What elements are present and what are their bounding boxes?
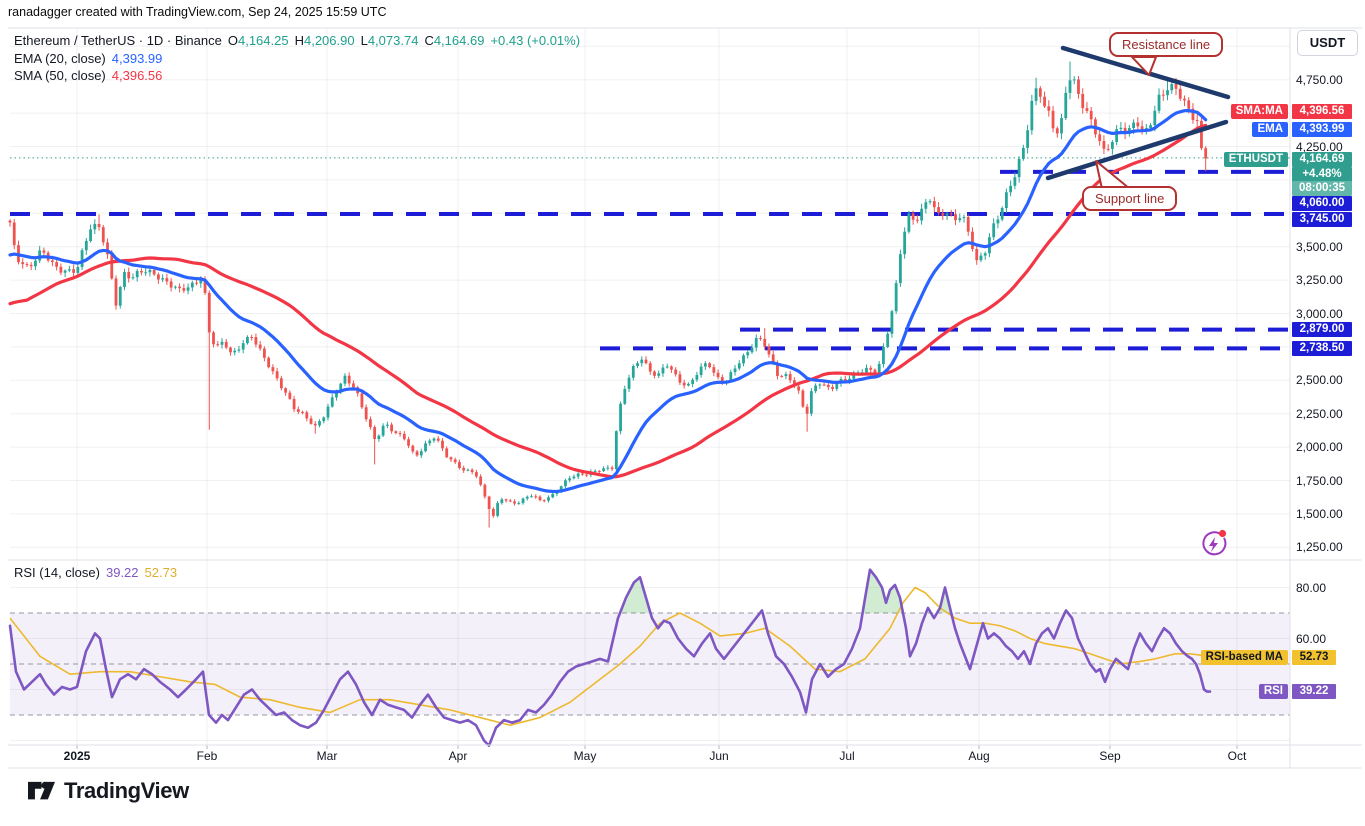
price-tick: 2,000.00	[1296, 440, 1343, 455]
ema-value: 4,393.99	[111, 51, 163, 66]
time-label: Aug	[968, 749, 990, 763]
price-tick: 1,250.00	[1296, 540, 1343, 555]
currency-toggle-button[interactable]: USDT	[1297, 30, 1358, 56]
price-change-pct: +4.48%	[1292, 167, 1352, 182]
ema-legend[interactable]: EMA (20, close) 4,393.99	[14, 51, 162, 66]
ema-axis-value: 4,393.99	[1292, 122, 1352, 137]
sma-axis-tag: SMA:MA	[1230, 104, 1288, 119]
level-badge-2879: 2,879.00	[1292, 322, 1352, 337]
time-label: Feb	[196, 749, 218, 763]
symbol-title[interactable]: Ethereum / TetherUS · 1D · Binance	[14, 33, 222, 48]
price-tick: 1,750.00	[1296, 473, 1343, 488]
price-tick: 3,000.00	[1296, 306, 1343, 321]
level-badge-3745: 3,745.00	[1292, 212, 1352, 227]
last-price-value: 4,164.69	[1292, 152, 1352, 167]
time-label: Sep	[1099, 749, 1121, 763]
change-text: +0.43 (+0.01%)	[490, 33, 581, 48]
rsi-tick: 80.00	[1296, 580, 1327, 595]
tradingview-logo-text: TradingView	[64, 777, 189, 803]
rsi-label: RSI (14, close)	[14, 565, 100, 580]
rsi-axis-tag: RSI	[1258, 684, 1288, 699]
time-label: 2025	[63, 749, 91, 763]
attribution-text: ranadagger created with TradingView.com,…	[8, 5, 387, 19]
rsi-axis-value: 39.22	[1292, 684, 1336, 699]
time-label: Jun	[709, 749, 729, 763]
resistance-annotation[interactable]: Resistance line	[1109, 32, 1224, 57]
ema-axis-tag: EMA	[1252, 122, 1288, 137]
price-tick: 1,500.00	[1296, 506, 1343, 521]
ema-label: EMA (20, close)	[14, 51, 106, 66]
price-tick: 3,250.00	[1296, 273, 1343, 288]
rsi-ma-axis-tag: RSI-based MA	[1200, 650, 1288, 665]
ohlc-high: H4,206.90	[294, 33, 355, 48]
symbol-axis-tag: ETHUSDT	[1223, 152, 1288, 167]
support-annotation[interactable]: Support line	[1082, 186, 1178, 211]
ohlc-close: C4,164.69	[424, 33, 485, 48]
price-tick: 3,500.00	[1296, 239, 1343, 254]
time-label: Mar	[316, 749, 338, 763]
price-tick: 2,250.00	[1296, 406, 1343, 421]
time-label: Oct	[1227, 749, 1247, 763]
price-tick: 4,250.00	[1296, 139, 1343, 154]
rsi-tick: 60.00	[1296, 631, 1327, 646]
sma-axis-value: 4,396.56	[1292, 104, 1352, 119]
ohlc-open: O4,164.25	[227, 33, 289, 48]
flash-icon	[1202, 529, 1227, 556]
rsi-ma-value: 52.73	[144, 565, 178, 580]
sma-legend[interactable]: SMA (50, close) 4,396.56	[14, 68, 162, 83]
rsi-ma-axis-value: 52.73	[1292, 650, 1336, 665]
sma-label: SMA (50, close)	[14, 68, 106, 83]
time-label: Jul	[839, 749, 855, 763]
bar-countdown: 08:00:35	[1292, 181, 1352, 196]
rsi-value: 39.22	[105, 565, 139, 580]
rsi-legend[interactable]: RSI (14, close) 39.22 52.73	[14, 565, 177, 580]
sma-value: 4,396.56	[111, 68, 163, 83]
price-tick: 4,750.00	[1296, 72, 1343, 87]
level-badge-2738: 2,738.50	[1292, 341, 1352, 356]
time-label: May	[573, 749, 597, 763]
ohlc-low: L4,073.74	[360, 33, 419, 48]
price-tick: 2,500.00	[1296, 373, 1343, 388]
tradingview-logo-icon	[28, 781, 55, 800]
time-label: Apr	[448, 749, 468, 763]
level-badge-4060: 4,060.00	[1292, 196, 1352, 211]
symbol-legend[interactable]: Ethereum / TetherUS · 1D · Binance O4,16…	[14, 33, 580, 48]
tradingview-logo[interactable]: TradingView	[28, 777, 189, 804]
